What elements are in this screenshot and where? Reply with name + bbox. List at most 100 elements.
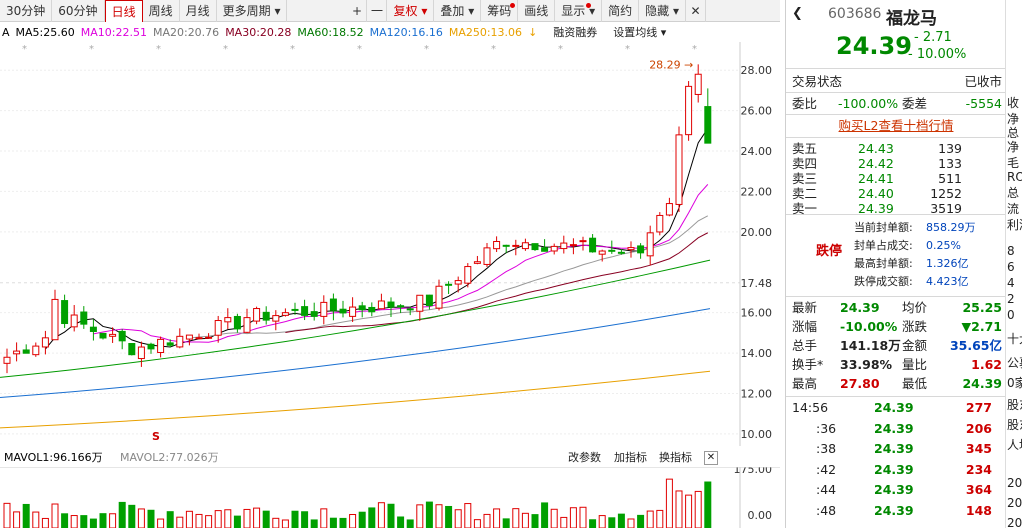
candle-body bbox=[262, 311, 270, 321]
side-strip-item[interactable]: ROE bbox=[1007, 170, 1022, 184]
side-strip-item[interactable]: 利润 bbox=[1007, 218, 1022, 232]
chip-button[interactable]: 筹码 bbox=[481, 0, 519, 22]
candle-body bbox=[550, 245, 558, 252]
buy-l2-link[interactable]: 购买L2查看十档行情 bbox=[838, 118, 954, 133]
kline-chart[interactable]: * * * * * * * * * * * 28.29 → S 28.00 26.00 24.00 22.0… bbox=[0, 42, 780, 446]
ma-settings-dropdown[interactable]: 设置均线 ▾ bbox=[613, 26, 667, 39]
candle-body bbox=[157, 338, 165, 353]
candle-body bbox=[329, 298, 337, 311]
side-strip-item[interactable]: 公募 bbox=[1007, 356, 1022, 370]
side-strip-item[interactable]: 净 bbox=[1007, 112, 1020, 126]
volume-bar bbox=[493, 508, 501, 528]
volume-bar bbox=[22, 503, 30, 528]
hide-dropdown[interactable]: 隐藏 ▾ bbox=[639, 0, 687, 22]
side-strip-item[interactable]: 股东 bbox=[1007, 398, 1022, 412]
candle-body bbox=[637, 245, 645, 254]
volume-bar bbox=[608, 517, 616, 528]
side-strip-item[interactable]: 收 bbox=[1007, 96, 1020, 110]
zoom-out-button[interactable]: 一 bbox=[367, 0, 388, 22]
side-strip-item[interactable]: 0家 bbox=[1007, 376, 1022, 390]
side-strip-item[interactable]: 4 bbox=[1007, 276, 1015, 290]
candle-body bbox=[281, 312, 289, 316]
collapse-chevron-icon[interactable]: ❮ bbox=[792, 6, 803, 21]
volume-bar bbox=[512, 508, 520, 528]
volume-chart[interactable]: 175.00 0.00 bbox=[0, 467, 780, 528]
weicha-value: -5554 bbox=[965, 96, 1002, 111]
candle-body bbox=[598, 250, 606, 255]
candle-body bbox=[358, 305, 366, 311]
trade-status-label: 交易状态 bbox=[792, 74, 843, 89]
side-strip-item[interactable]: 20 bbox=[1007, 476, 1022, 490]
period-60min[interactable]: 60分钟 bbox=[52, 0, 105, 22]
side-strip-item[interactable]: 2 bbox=[1007, 292, 1015, 306]
tick-row: :38 24.39 345 bbox=[786, 439, 1006, 459]
side-strip-item[interactable]: 0 bbox=[1007, 308, 1015, 322]
trade-status-row: 交易状态 已收市 bbox=[786, 72, 1006, 92]
add-indicator-button[interactable]: 加指标 bbox=[614, 451, 647, 464]
volume-bar bbox=[646, 510, 654, 528]
display-dropdown[interactable]: 显示 ▾ bbox=[555, 0, 603, 22]
volume-bar bbox=[445, 505, 453, 528]
period-day[interactable]: 日线 bbox=[104, 0, 143, 22]
side-strip-item[interactable]: 8 bbox=[1007, 244, 1015, 258]
side-strip-item[interactable]: 6 bbox=[1007, 260, 1015, 274]
star-marker-icon: * bbox=[424, 44, 429, 55]
fuquan-dropdown[interactable]: 复权 ▾ bbox=[387, 0, 435, 22]
simple-mode-button[interactable]: 简约 bbox=[602, 0, 640, 22]
candle-body bbox=[473, 261, 481, 264]
ask-row-cell: 24.39 bbox=[858, 201, 894, 216]
period-30min[interactable]: 30分钟 bbox=[0, 0, 53, 22]
stat-row: 涨幅 -10.00% 涨跌 ▼2.71 bbox=[786, 317, 1006, 337]
zoom-in-button[interactable]: + bbox=[347, 0, 368, 22]
candle-body bbox=[51, 298, 59, 341]
switch-indicator-button[interactable]: 换指标 bbox=[659, 451, 692, 464]
side-strip-item[interactable]: 十大 bbox=[1007, 332, 1022, 346]
side-strip-item[interactable]: 20 bbox=[1007, 496, 1022, 510]
more-periods-dropdown[interactable]: 更多周期 ▾ bbox=[217, 0, 288, 22]
tick-row: :48 24.39 148 bbox=[786, 501, 1006, 521]
dividend-marker-icon: S bbox=[152, 430, 160, 443]
more-periods-label: 更多周期 bbox=[222, 4, 271, 18]
last-price: 24.39 bbox=[836, 32, 912, 60]
fuquan-label: 复权 bbox=[393, 4, 418, 18]
divider bbox=[786, 296, 1006, 297]
margin-trading-button[interactable]: 融资融券 bbox=[553, 26, 598, 39]
candle-body bbox=[397, 305, 405, 308]
side-strip-item[interactable]: 人均 bbox=[1007, 438, 1022, 452]
candle-body bbox=[61, 300, 69, 325]
candle-body bbox=[99, 332, 107, 339]
side-strip-item[interactable]: 毛 bbox=[1007, 156, 1020, 170]
candle-body bbox=[445, 283, 453, 286]
close-icon[interactable]: ✕ bbox=[704, 451, 718, 465]
candle-body bbox=[531, 243, 539, 251]
side-strip-item[interactable]: 流 bbox=[1007, 202, 1020, 216]
volume-bar bbox=[166, 511, 174, 528]
tick-row-cell: :44 bbox=[816, 482, 837, 497]
side-strip-item[interactable]: 总 bbox=[1007, 126, 1020, 140]
side-strip-item[interactable]: 总 bbox=[1007, 186, 1020, 200]
period-month[interactable]: 月线 bbox=[180, 0, 217, 22]
tick-row-cell: 206 bbox=[965, 420, 992, 436]
stat-row-cell: 24.39 bbox=[962, 376, 1002, 391]
overlay-dropdown[interactable]: 叠加 ▾ bbox=[434, 0, 482, 22]
star-marker-icon: * bbox=[491, 44, 496, 55]
draw-line-button[interactable]: 画线 bbox=[518, 0, 556, 22]
period-week[interactable]: 周线 bbox=[143, 0, 180, 22]
volume-bar bbox=[579, 506, 587, 528]
side-strip-item[interactable]: 净 bbox=[1007, 140, 1020, 154]
stat-row-cell: 最新 bbox=[792, 300, 818, 315]
candle-body bbox=[166, 342, 174, 346]
volume-bar bbox=[425, 501, 433, 528]
side-strip-item[interactable]: 20 bbox=[1007, 516, 1022, 530]
stat-row-cell: 金额 bbox=[902, 338, 928, 353]
candle-body bbox=[560, 242, 568, 250]
candle-body bbox=[502, 244, 510, 247]
divider bbox=[786, 114, 1006, 115]
trade-status-value: 已收市 bbox=[964, 74, 1002, 89]
change-params-button[interactable]: 改参数 bbox=[568, 451, 601, 464]
volume-bar bbox=[185, 510, 193, 528]
price-tick-label: 12.00 bbox=[741, 387, 773, 400]
side-strip-item[interactable]: 股东 bbox=[1007, 418, 1022, 432]
close-icon[interactable]: ✕ bbox=[686, 0, 707, 22]
divider bbox=[786, 396, 1006, 397]
